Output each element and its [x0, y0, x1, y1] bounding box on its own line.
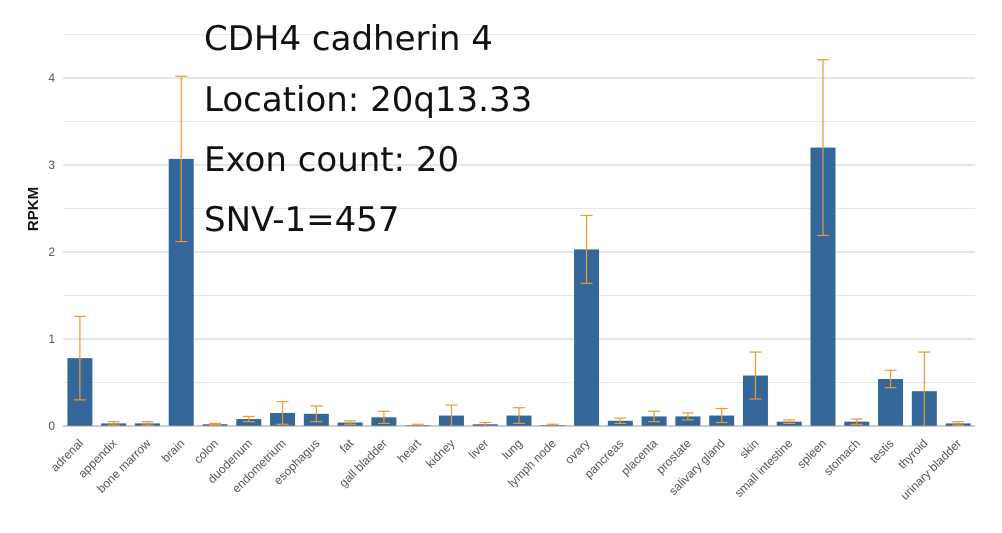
bars [67, 147, 971, 426]
x-tick-label: placenta [618, 436, 660, 478]
x-tick-label: ovary [562, 436, 593, 467]
location-text: Location: 20q13.33 [204, 80, 533, 120]
x-tick-label: stomach [821, 436, 863, 478]
grid-lines [63, 34, 975, 383]
bar-prostate [675, 416, 701, 426]
exon-count-text: Exon count: 20 [204, 140, 460, 180]
x-tick-label: skin [737, 436, 762, 461]
y-tick-label: 2 [48, 245, 55, 259]
x-tick-label: urinary bladder [898, 436, 965, 503]
y-tick-label: 0 [48, 419, 55, 433]
bar-duodenum [236, 419, 262, 426]
x-tick-label: testis [867, 436, 897, 466]
gene-title: CDH4 cadherin 4 [204, 19, 493, 59]
snv-text: SNV-1=457 [204, 200, 400, 240]
x-tick-label: lung [499, 436, 525, 462]
x-tick-label: colon [191, 436, 221, 466]
y-tick-label: 1 [48, 332, 55, 346]
x-tick-label: brain [159, 436, 188, 465]
y-tick-label: 4 [48, 71, 55, 85]
x-tick-label: kidney [423, 436, 457, 470]
x-tick-label: fat [337, 436, 357, 456]
x-tick-label: liver [466, 436, 491, 461]
y-tick-label: 3 [48, 158, 55, 172]
y-axis-label: RPKM [25, 187, 42, 231]
x-tick-label: heart [395, 436, 425, 466]
